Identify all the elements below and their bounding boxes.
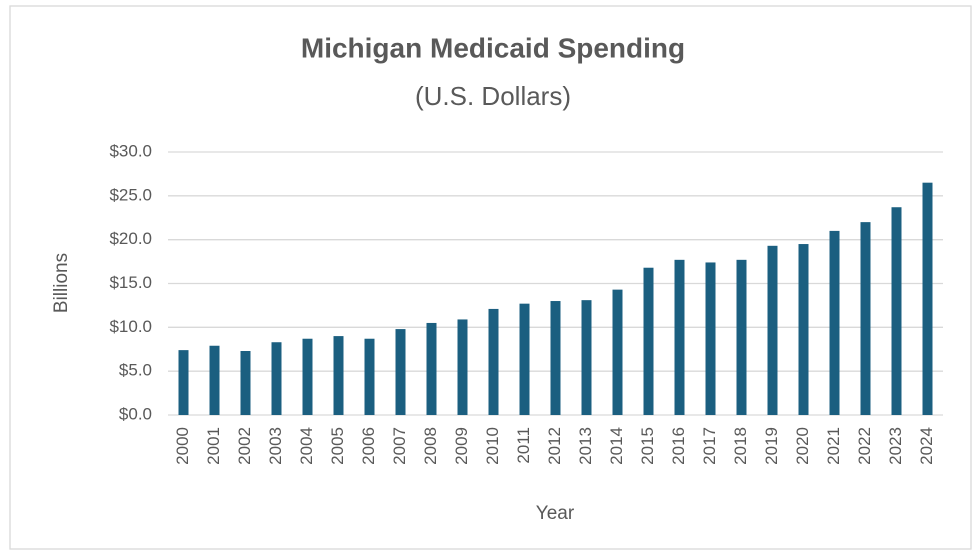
bar (860, 222, 871, 415)
x-tick-label: 2020 (793, 427, 812, 465)
bar (240, 351, 251, 415)
x-tick-label: 2015 (638, 427, 657, 465)
x-tick-label: 2013 (576, 427, 595, 465)
x-tick-label: 2017 (700, 427, 719, 465)
x-tick-label: 2019 (762, 427, 781, 465)
bar (271, 342, 282, 415)
bar (922, 182, 933, 415)
bar (767, 245, 778, 415)
chart-subtitle: (U.S. Dollars) (415, 81, 571, 111)
bar (395, 329, 406, 415)
bar (333, 336, 344, 415)
y-tick-label: $15.0 (109, 273, 152, 292)
y-tick-label: $0.0 (119, 404, 152, 423)
bar (736, 259, 747, 415)
y-tick-label: $20.0 (109, 229, 152, 248)
y-tick-label: $30.0 (109, 141, 152, 160)
bar (674, 259, 685, 415)
y-tick-label: $10.0 (109, 317, 152, 336)
bar (302, 338, 313, 415)
bar (798, 244, 809, 415)
x-tick-label: 2012 (545, 427, 564, 465)
x-tick-label: 2003 (266, 427, 285, 465)
x-tick-label: 2009 (452, 427, 471, 465)
x-tick-label: 2005 (328, 427, 347, 465)
bar (581, 300, 592, 415)
x-tick-label: 2006 (359, 427, 378, 465)
bar (612, 289, 623, 415)
x-tick-label: 2018 (731, 427, 750, 465)
bar (457, 319, 468, 415)
x-tick-label: 2016 (669, 427, 688, 465)
chart-border (9, 5, 972, 550)
x-tick-label: 2024 (917, 427, 936, 465)
x-tick-label: 2011 (514, 427, 533, 464)
x-tick-label: 2002 (235, 427, 254, 465)
bar (643, 267, 654, 415)
x-tick-label: 2022 (855, 427, 874, 465)
y-tick-label: $5.0 (119, 361, 152, 380)
y-axis-label: Billions (51, 253, 72, 313)
y-tick-label: $25.0 (109, 185, 152, 204)
bar (550, 301, 561, 415)
bar (178, 350, 189, 415)
bar (488, 308, 499, 415)
x-tick-label: 2007 (390, 427, 409, 465)
bar (426, 322, 437, 415)
bar (891, 207, 902, 415)
bar (829, 230, 840, 415)
bar (519, 303, 530, 415)
x-tick-label: 2023 (886, 427, 905, 465)
x-tick-label: 2021 (824, 427, 843, 465)
x-axis-label: Year (536, 503, 575, 524)
x-tick-label: 2010 (483, 427, 502, 465)
x-tick-label: 2004 (297, 427, 316, 465)
bar (705, 262, 716, 415)
x-tick-label: 2008 (421, 427, 440, 465)
bar (364, 338, 375, 415)
chart-title: Michigan Medicaid Spending (301, 32, 685, 63)
x-tick-label: 2014 (607, 427, 626, 465)
x-tick-label: 2000 (173, 427, 192, 465)
bar (209, 345, 220, 415)
x-tick-label: 2001 (204, 427, 223, 465)
